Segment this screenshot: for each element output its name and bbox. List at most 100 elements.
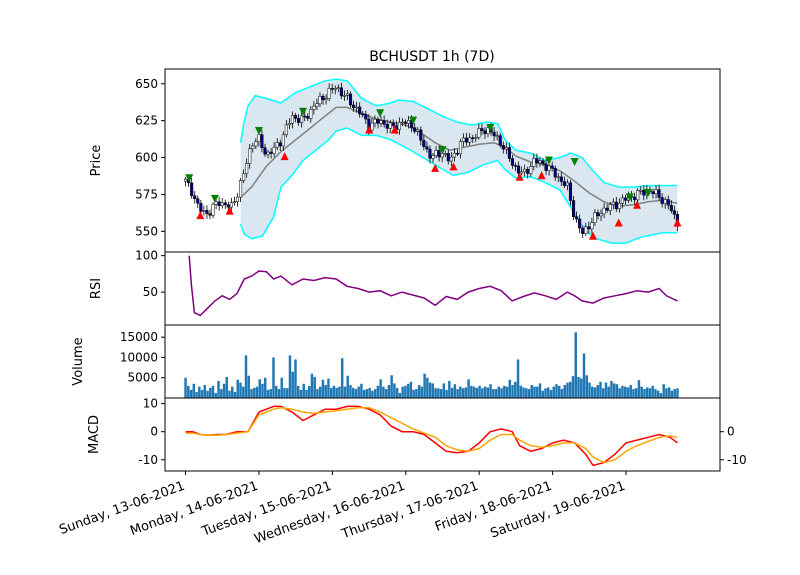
- volume-bar: [508, 379, 512, 398]
- volume-bar: [398, 393, 402, 398]
- candle-body: [318, 96, 322, 105]
- volume-bar: [544, 388, 547, 398]
- candle-body: [513, 165, 518, 167]
- candle-body: [452, 152, 456, 158]
- macd-axes-frame: [164, 397, 721, 472]
- candle-body: [529, 166, 533, 174]
- chart-title: BCHUSDT 1h (7D): [369, 49, 494, 65]
- candle-body: [455, 152, 460, 155]
- volume-bar: [632, 389, 635, 398]
- volume-bar: [371, 390, 374, 398]
- volume-bar: [379, 379, 382, 398]
- candle-body: [321, 96, 325, 101]
- volume-bar: [321, 379, 325, 398]
- volume-bar: [665, 388, 668, 398]
- bollinger-upper-line: [239, 78, 678, 188]
- volume-bar: [189, 389, 193, 398]
- volume-bar: [417, 385, 421, 398]
- macd-panel: -10 0 10 -10 0 MACD: [87, 397, 747, 472]
- candle-body: [361, 113, 365, 116]
- volume-bar: [280, 377, 283, 398]
- candle-body: [348, 93, 353, 106]
- candle-body: [214, 201, 218, 205]
- candle-body: [559, 176, 563, 182]
- volume-bar: [604, 382, 608, 398]
- volume-bar: [434, 388, 437, 398]
- volume-bar: [643, 389, 646, 398]
- volume-bar: [390, 375, 393, 398]
- volume-bar: [376, 385, 380, 398]
- sell-marker: [570, 157, 579, 166]
- volume-bar: [225, 376, 229, 398]
- price-y-tick-label: 575: [135, 187, 158, 201]
- volume-bar: [253, 387, 256, 398]
- candle-body: [620, 197, 624, 204]
- candle-body: [669, 204, 673, 211]
- rsi-y-tick-label: 100: [135, 249, 158, 263]
- candle-body: [443, 153, 447, 155]
- volume-bar: [566, 382, 569, 398]
- candle-body: [532, 158, 536, 167]
- candle-body: [639, 189, 643, 192]
- buy-marker: [365, 125, 374, 134]
- volume-bar: [195, 391, 198, 398]
- candle-body: [553, 167, 557, 178]
- volume-bar: [360, 383, 363, 398]
- volume-bar: [236, 379, 239, 398]
- volume-bar: [354, 389, 358, 398]
- sell-marker: [299, 107, 308, 116]
- volume-bar: [651, 385, 654, 398]
- volume-bar: [588, 382, 591, 398]
- volume-bar: [283, 387, 286, 398]
- price-y-label: Price: [89, 145, 104, 177]
- volume-bar: [629, 385, 632, 398]
- candle-body: [623, 197, 628, 201]
- volume-bar: [206, 390, 209, 398]
- volume-bar: [242, 386, 245, 398]
- candle-body: [544, 163, 548, 171]
- buy-marker: [673, 218, 682, 227]
- candle-body: [477, 128, 481, 138]
- volume-bar: [415, 389, 418, 398]
- volume-bar: [552, 386, 555, 398]
- candle-body: [501, 145, 505, 150]
- volume-bar: [547, 387, 550, 398]
- volume-bar: [203, 385, 207, 398]
- candle-body: [431, 155, 435, 159]
- buy-marker: [390, 125, 399, 134]
- volume-bar: [459, 386, 462, 398]
- volume-bar: [637, 380, 641, 398]
- volume-bar: [478, 385, 481, 398]
- volume-bar: [222, 383, 226, 398]
- volume-bar: [412, 389, 415, 398]
- x-tick-label: Saturday, 19-06-2021: [488, 479, 627, 542]
- volume-bar: [503, 385, 506, 398]
- volume-bar: [211, 385, 215, 398]
- rsi-panel: 50 100 RSI: [89, 249, 721, 326]
- rsi-axes-frame: [164, 251, 721, 326]
- macd-y-right-tick-label: -10: [727, 453, 747, 467]
- candle-body: [309, 109, 313, 119]
- candle-body: [202, 210, 206, 212]
- candle-body: [523, 169, 527, 173]
- candle-body: [614, 201, 618, 210]
- buy-marker: [515, 172, 524, 181]
- volume-bar: [536, 386, 539, 398]
- candle-body: [541, 160, 545, 165]
- candle-body: [226, 204, 230, 208]
- volume-bar: [645, 387, 649, 398]
- sell-marker: [254, 126, 263, 135]
- candle-body: [568, 182, 573, 201]
- buy-marker: [196, 211, 205, 220]
- candle-body: [651, 191, 655, 194]
- candle-body: [342, 95, 346, 97]
- candle-body: [428, 148, 432, 159]
- volume-bar: [673, 389, 676, 398]
- candle-body: [370, 122, 374, 131]
- volume-bar: [217, 380, 220, 398]
- candle-body: [248, 148, 252, 164]
- volume-y-tick-label: 15000: [120, 330, 158, 344]
- volume-bar: [406, 383, 410, 398]
- volume-bar: [497, 386, 501, 398]
